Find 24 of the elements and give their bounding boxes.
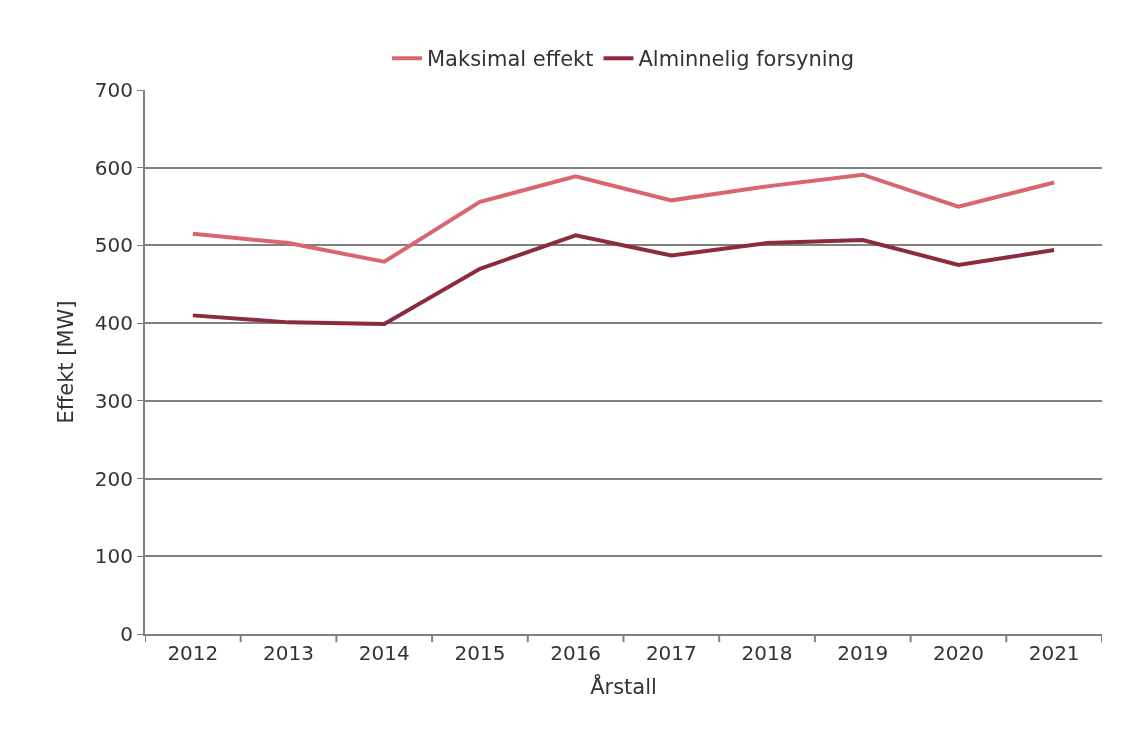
y-tick-label: 0: [120, 622, 133, 646]
x-tick-label: 2020: [933, 641, 984, 665]
y-axis-title: Effekt [MW]: [54, 300, 79, 424]
y-tick-label: 400: [94, 311, 133, 336]
x-axis-title: Årstall: [590, 672, 657, 699]
x-tick-label: 2012: [167, 641, 219, 665]
x-tick-label: 2019: [837, 641, 889, 665]
y-tick-label: 500: [94, 233, 133, 258]
y-tick-label: 100: [94, 544, 133, 569]
y-tick-label: 200: [94, 466, 133, 491]
x-tick-label: 2021: [1028, 641, 1080, 665]
legend-label: Alminnelig forsyning: [638, 47, 855, 72]
line-series: [190, 233, 1057, 326]
x-tick-label: 2017: [645, 641, 697, 665]
legend-label: Maksimal effekt: [427, 47, 594, 72]
x-tick-label: 2014: [358, 641, 410, 665]
y-tick-label: 600: [94, 155, 133, 180]
x-tick-label: 2016: [550, 641, 602, 665]
line-series: [190, 172, 1057, 264]
y-tick-label: 700: [94, 78, 133, 102]
y-tick-label: 300: [94, 388, 133, 413]
x-tick-label: 2013: [263, 641, 314, 665]
x-tick-label: 2018: [741, 641, 793, 665]
x-tick-label: 2015: [454, 641, 506, 665]
